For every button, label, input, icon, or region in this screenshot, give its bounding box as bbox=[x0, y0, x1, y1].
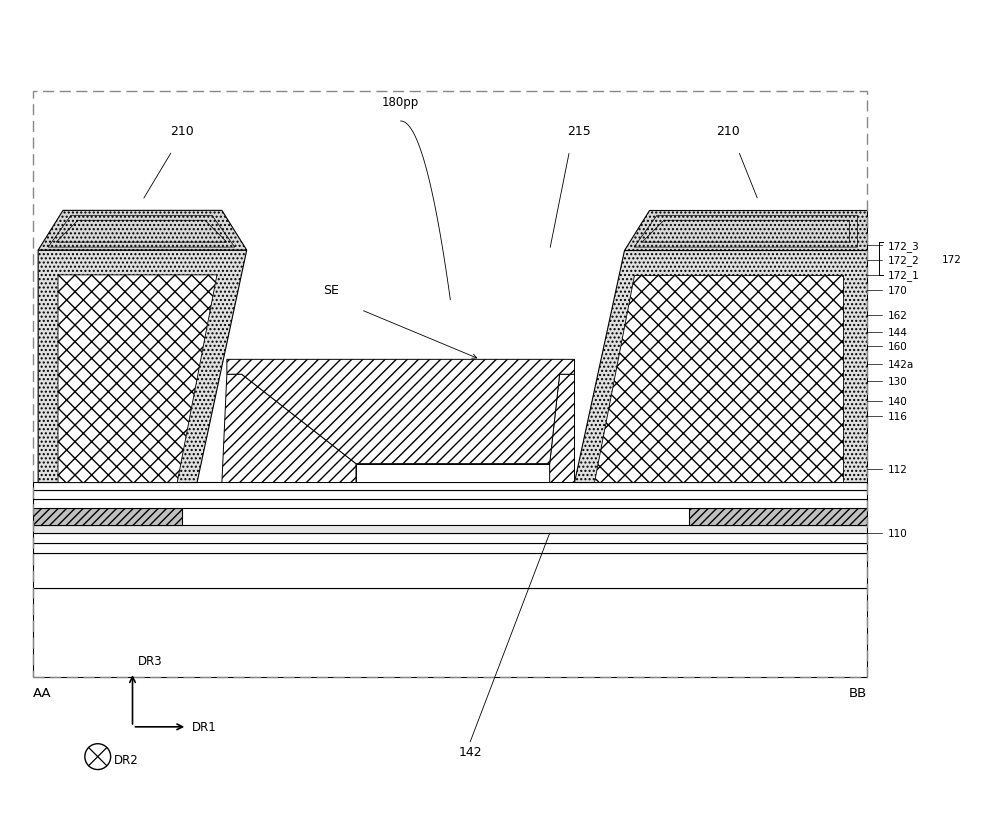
Text: 210: 210 bbox=[717, 125, 740, 138]
Text: 172_3: 172_3 bbox=[887, 240, 919, 251]
Text: 172: 172 bbox=[942, 254, 962, 265]
Bar bbox=[33, 533, 867, 544]
Text: BB: BB bbox=[849, 686, 867, 699]
Polygon shape bbox=[550, 375, 574, 483]
Text: 112: 112 bbox=[887, 464, 907, 474]
Text: DR2: DR2 bbox=[114, 753, 138, 766]
Text: AA: AA bbox=[33, 686, 52, 699]
Text: SE: SE bbox=[323, 284, 339, 297]
Polygon shape bbox=[33, 509, 182, 526]
Bar bbox=[33, 92, 867, 677]
Text: 215: 215 bbox=[568, 125, 591, 138]
Text: 180pp: 180pp bbox=[382, 96, 419, 108]
Polygon shape bbox=[38, 211, 247, 251]
Text: 140: 140 bbox=[887, 396, 907, 406]
Polygon shape bbox=[574, 251, 867, 483]
Text: 142: 142 bbox=[458, 745, 482, 758]
Text: 160: 160 bbox=[887, 342, 907, 352]
Text: 142a: 142a bbox=[887, 360, 914, 370]
Bar bbox=[33, 544, 867, 554]
Text: 110: 110 bbox=[887, 528, 907, 539]
Bar bbox=[33, 588, 867, 677]
Polygon shape bbox=[689, 509, 867, 526]
Polygon shape bbox=[58, 275, 217, 483]
Text: 210: 210 bbox=[170, 125, 194, 138]
Text: 130: 130 bbox=[887, 377, 907, 387]
Polygon shape bbox=[356, 464, 550, 483]
Bar bbox=[33, 483, 867, 491]
Polygon shape bbox=[624, 211, 867, 251]
Bar bbox=[33, 554, 867, 588]
Text: 162: 162 bbox=[887, 310, 907, 320]
Text: 170: 170 bbox=[887, 286, 907, 296]
Bar bbox=[33, 526, 867, 533]
Polygon shape bbox=[222, 375, 356, 483]
Bar bbox=[33, 491, 867, 500]
Bar bbox=[33, 500, 867, 509]
Text: 144: 144 bbox=[887, 327, 907, 337]
Polygon shape bbox=[38, 251, 247, 483]
Polygon shape bbox=[594, 275, 843, 483]
Text: DR1: DR1 bbox=[192, 721, 217, 734]
Text: 172_1: 172_1 bbox=[887, 270, 919, 281]
Text: DR3: DR3 bbox=[137, 654, 162, 667]
Text: 172_2: 172_2 bbox=[887, 256, 919, 266]
Text: 116: 116 bbox=[887, 411, 907, 422]
Polygon shape bbox=[227, 360, 574, 464]
